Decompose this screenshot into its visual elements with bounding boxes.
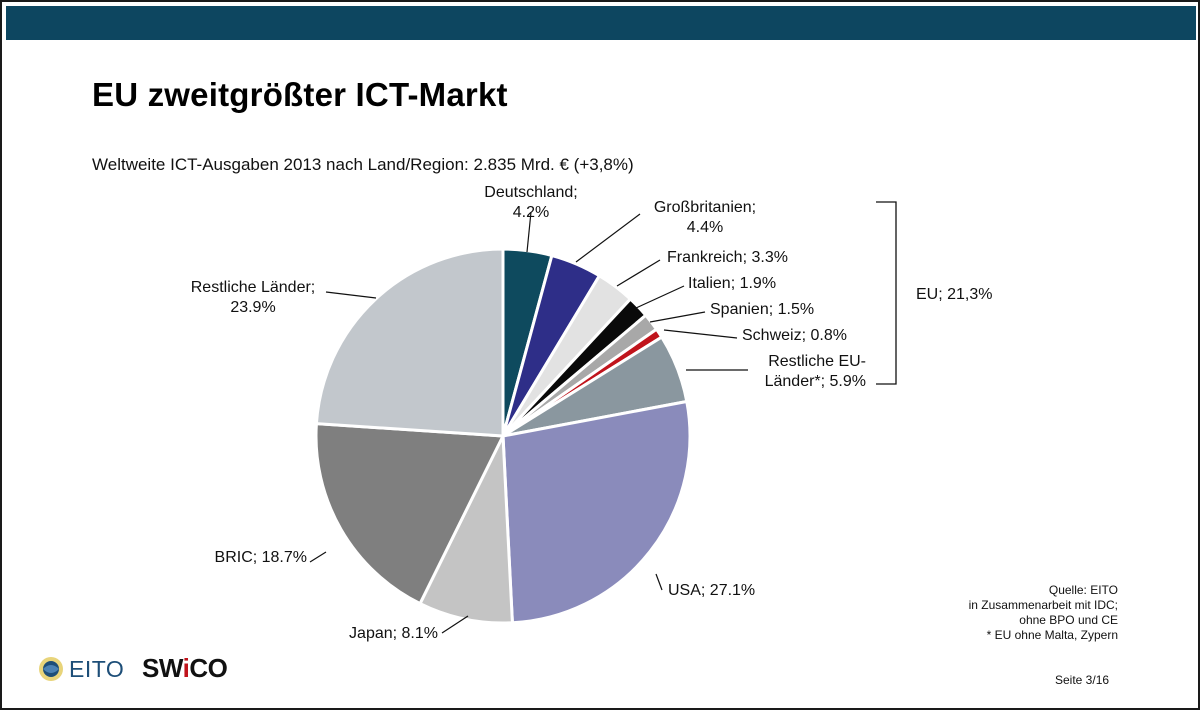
slice-label: Japan; 8.1% (349, 625, 438, 642)
slice-label: Deutschland; (484, 184, 577, 201)
source-note: Quelle: EITO in Zusammenarbeit mit IDC; … (969, 583, 1118, 643)
slice-label: Restliche EU- (768, 353, 866, 370)
eito-logo-text: EITO (69, 655, 125, 682)
slice-label: 4.4% (687, 219, 723, 236)
pie-slice-usa (501, 399, 692, 625)
leader-line (526, 211, 532, 253)
slice-label: Länder*; 5.9% (765, 373, 866, 390)
source-line: Quelle: EITO (1048, 583, 1118, 597)
pie-slice-restliche-länder (314, 247, 505, 438)
slice-label: Italien; 1.9% (688, 275, 776, 292)
chart-subtitle: Weltweite ICT-Ausgaben 2013 nach Land/Re… (92, 155, 634, 174)
pie-slice-bric (314, 422, 506, 606)
leader-line (309, 551, 327, 563)
eu-stars-icon (39, 657, 63, 681)
slice-label: Restliche Länder; (191, 279, 316, 296)
slide-title: EU zweitgrößter ICT-Markt (92, 76, 508, 113)
leader-line (635, 285, 685, 309)
slice-label: 4.2% (513, 204, 549, 221)
swico-logo-text: CO (189, 653, 228, 683)
leader-line (575, 213, 641, 263)
header-bar (6, 6, 1196, 40)
leader-line (616, 259, 661, 287)
leader-line (325, 291, 377, 299)
leader-line (441, 615, 469, 634)
source-line: ohne BPO und CE (1019, 613, 1118, 627)
source-line: in Zusammenarbeit mit IDC; (968, 598, 1118, 612)
pie-slice-japan (418, 430, 514, 625)
eu-bracket (876, 201, 897, 385)
slice-label: BRIC; 18.7% (215, 549, 307, 566)
leader-line (655, 573, 663, 591)
swico-logo: SWiCO (142, 653, 228, 684)
source-line: * EU ohne Malta, Zypern (986, 628, 1118, 642)
slice-label: USA; 27.1% (668, 582, 755, 599)
eu-bracket-label: EU; 21,3% (916, 286, 992, 303)
swico-logo-text: SW (142, 653, 183, 683)
leader-line (649, 311, 706, 323)
slice-label: Spanien; 1.5% (710, 301, 814, 318)
slice-label: Frankreich; 3.3% (667, 249, 788, 266)
slice-label: 23.9% (230, 299, 275, 316)
page-number: Seite 3/16 (1055, 673, 1110, 687)
leader-line (663, 329, 738, 339)
eito-logo: EITO (36, 654, 124, 684)
swico-logo-accent: i (182, 653, 190, 683)
slice-label: Großbritanien; (654, 199, 756, 216)
slice-label: Schweiz; 0.8% (742, 327, 847, 344)
